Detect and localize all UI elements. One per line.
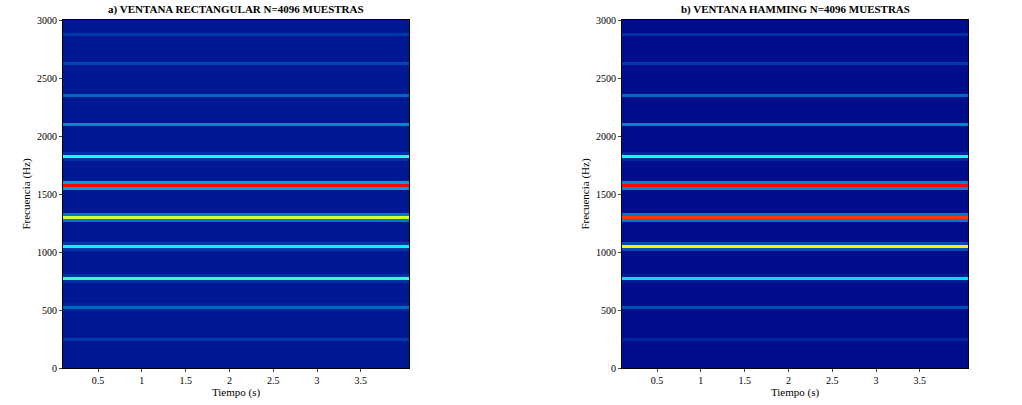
svg-text:Tiempo (s): Tiempo (s)	[771, 386, 820, 399]
svg-text:2.5: 2.5	[826, 375, 839, 386]
svg-text:2500: 2500	[596, 73, 616, 84]
svg-text:2: 2	[786, 375, 791, 386]
svg-text:3: 3	[874, 375, 879, 386]
svg-text:1000: 1000	[596, 247, 616, 258]
svg-text:1500: 1500	[37, 189, 57, 200]
svg-text:3000: 3000	[37, 15, 57, 26]
svg-text:2500: 2500	[37, 73, 57, 84]
svg-text:3000: 3000	[596, 15, 616, 26]
svg-text:1500: 1500	[596, 189, 616, 200]
svg-text:Tiempo (s): Tiempo (s)	[212, 386, 261, 399]
svg-text:0.5: 0.5	[651, 375, 664, 386]
svg-text:2000: 2000	[596, 131, 616, 142]
svg-text:0: 0	[611, 363, 616, 374]
svg-text:2.5: 2.5	[267, 375, 280, 386]
svg-text:1.5: 1.5	[179, 375, 192, 386]
svg-text:3.5: 3.5	[355, 375, 368, 386]
svg-text:0.5: 0.5	[92, 375, 105, 386]
svg-text:3: 3	[315, 375, 320, 386]
svg-text:500: 500	[42, 305, 57, 316]
svg-text:1: 1	[698, 375, 703, 386]
svg-text:500: 500	[601, 305, 616, 316]
svg-text:1.5: 1.5	[738, 375, 751, 386]
svg-text:2: 2	[227, 375, 232, 386]
svg-text:Frecuencia (Hz): Frecuencia (Hz)	[579, 158, 592, 229]
svg-text:Frecuencia (Hz): Frecuencia (Hz)	[20, 158, 33, 229]
svg-text:3.5: 3.5	[914, 375, 927, 386]
svg-text:b) VENTANA HAMMING N=4096 MUES: b) VENTANA HAMMING N=4096 MUESTRAS	[681, 3, 910, 16]
svg-text:2000: 2000	[37, 131, 57, 142]
svg-text:1000: 1000	[37, 247, 57, 258]
svg-text:1: 1	[139, 375, 144, 386]
svg-text:0: 0	[52, 363, 57, 374]
svg-text:a) VENTANA RECTANGULAR N=4096: a) VENTANA RECTANGULAR N=4096 MUESTRAS	[108, 3, 364, 16]
